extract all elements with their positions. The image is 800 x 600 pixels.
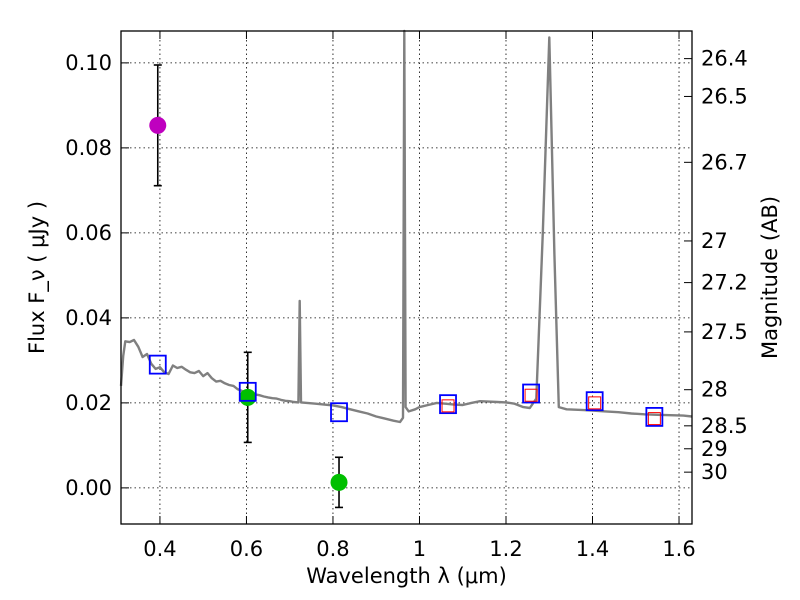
- x-tick-label: 0.4: [143, 537, 176, 561]
- y-axis-title: Flux F_ν ( μJy ): [25, 201, 50, 354]
- magnitude-tick-label: 27: [701, 229, 728, 253]
- model-photometry-square: [330, 402, 348, 423]
- magnitude-tick-label: 30: [701, 460, 728, 484]
- x-tick-label: 0.6: [230, 537, 263, 561]
- x-tick-label: 1.4: [576, 537, 609, 561]
- magnitude-tick-label: 26.7: [701, 150, 748, 174]
- magnitude-tick-label: 27.2: [701, 271, 748, 295]
- y-tick-label: 0.02: [65, 391, 112, 415]
- x-axis-title: Wavelength λ (μm): [306, 564, 507, 588]
- model-photometry-square: [439, 394, 457, 415]
- magnitude-tick-label: 28: [701, 378, 728, 402]
- magnitude-tick-label: 26.5: [701, 84, 748, 108]
- x-tick-label: 0.8: [316, 537, 349, 561]
- y-tick-label: 0.08: [65, 136, 112, 160]
- model-photometry-square: [148, 354, 167, 375]
- model-photometry-square: [238, 381, 257, 402]
- ir-photometry-square: [524, 388, 538, 402]
- model-photometry-square: [522, 383, 540, 404]
- photometry-point: [330, 473, 348, 491]
- photometry-point: [239, 388, 257, 406]
- photometry-point: [149, 116, 167, 134]
- model-spectrum-layer: [119, 29, 693, 424]
- plot-frame: [120, 30, 693, 525]
- magnitude-tick-label: 28.5: [701, 414, 748, 438]
- y-tick-label: 0.10: [65, 51, 112, 75]
- x-tick-label: 1: [413, 537, 426, 561]
- x-tick-label: 1.6: [662, 537, 695, 561]
- axis-ticks: 0.4 0.6 0.8 1 1.2 1.4 1.6 0.00 0.02 0.04 0.06 0.08 0…: [65, 31, 748, 561]
- photometry-markers: [148, 64, 664, 509]
- model-photometry-square: [645, 406, 664, 427]
- magnitude-tick-label: 29: [701, 437, 728, 461]
- ir-photometry-square: [588, 396, 602, 410]
- ir-photometry-square: [647, 412, 661, 426]
- x-tick-label: 1.2: [489, 537, 522, 561]
- y-tick-label: 0.04: [65, 306, 112, 330]
- grid-lines: [121, 31, 692, 524]
- model-spectrum-line: [119, 29, 693, 424]
- y-tick-label: 0.00: [65, 476, 112, 500]
- ir-photometry-square: [441, 399, 455, 413]
- magnitude-tick-label: 26.4: [701, 47, 748, 71]
- model-photometry-square: [585, 391, 604, 412]
- right-axis-title: Magnitude (AB): [758, 196, 782, 359]
- magnitude-tick-label: 27.5: [701, 320, 748, 344]
- y-tick-label: 0.06: [65, 221, 112, 245]
